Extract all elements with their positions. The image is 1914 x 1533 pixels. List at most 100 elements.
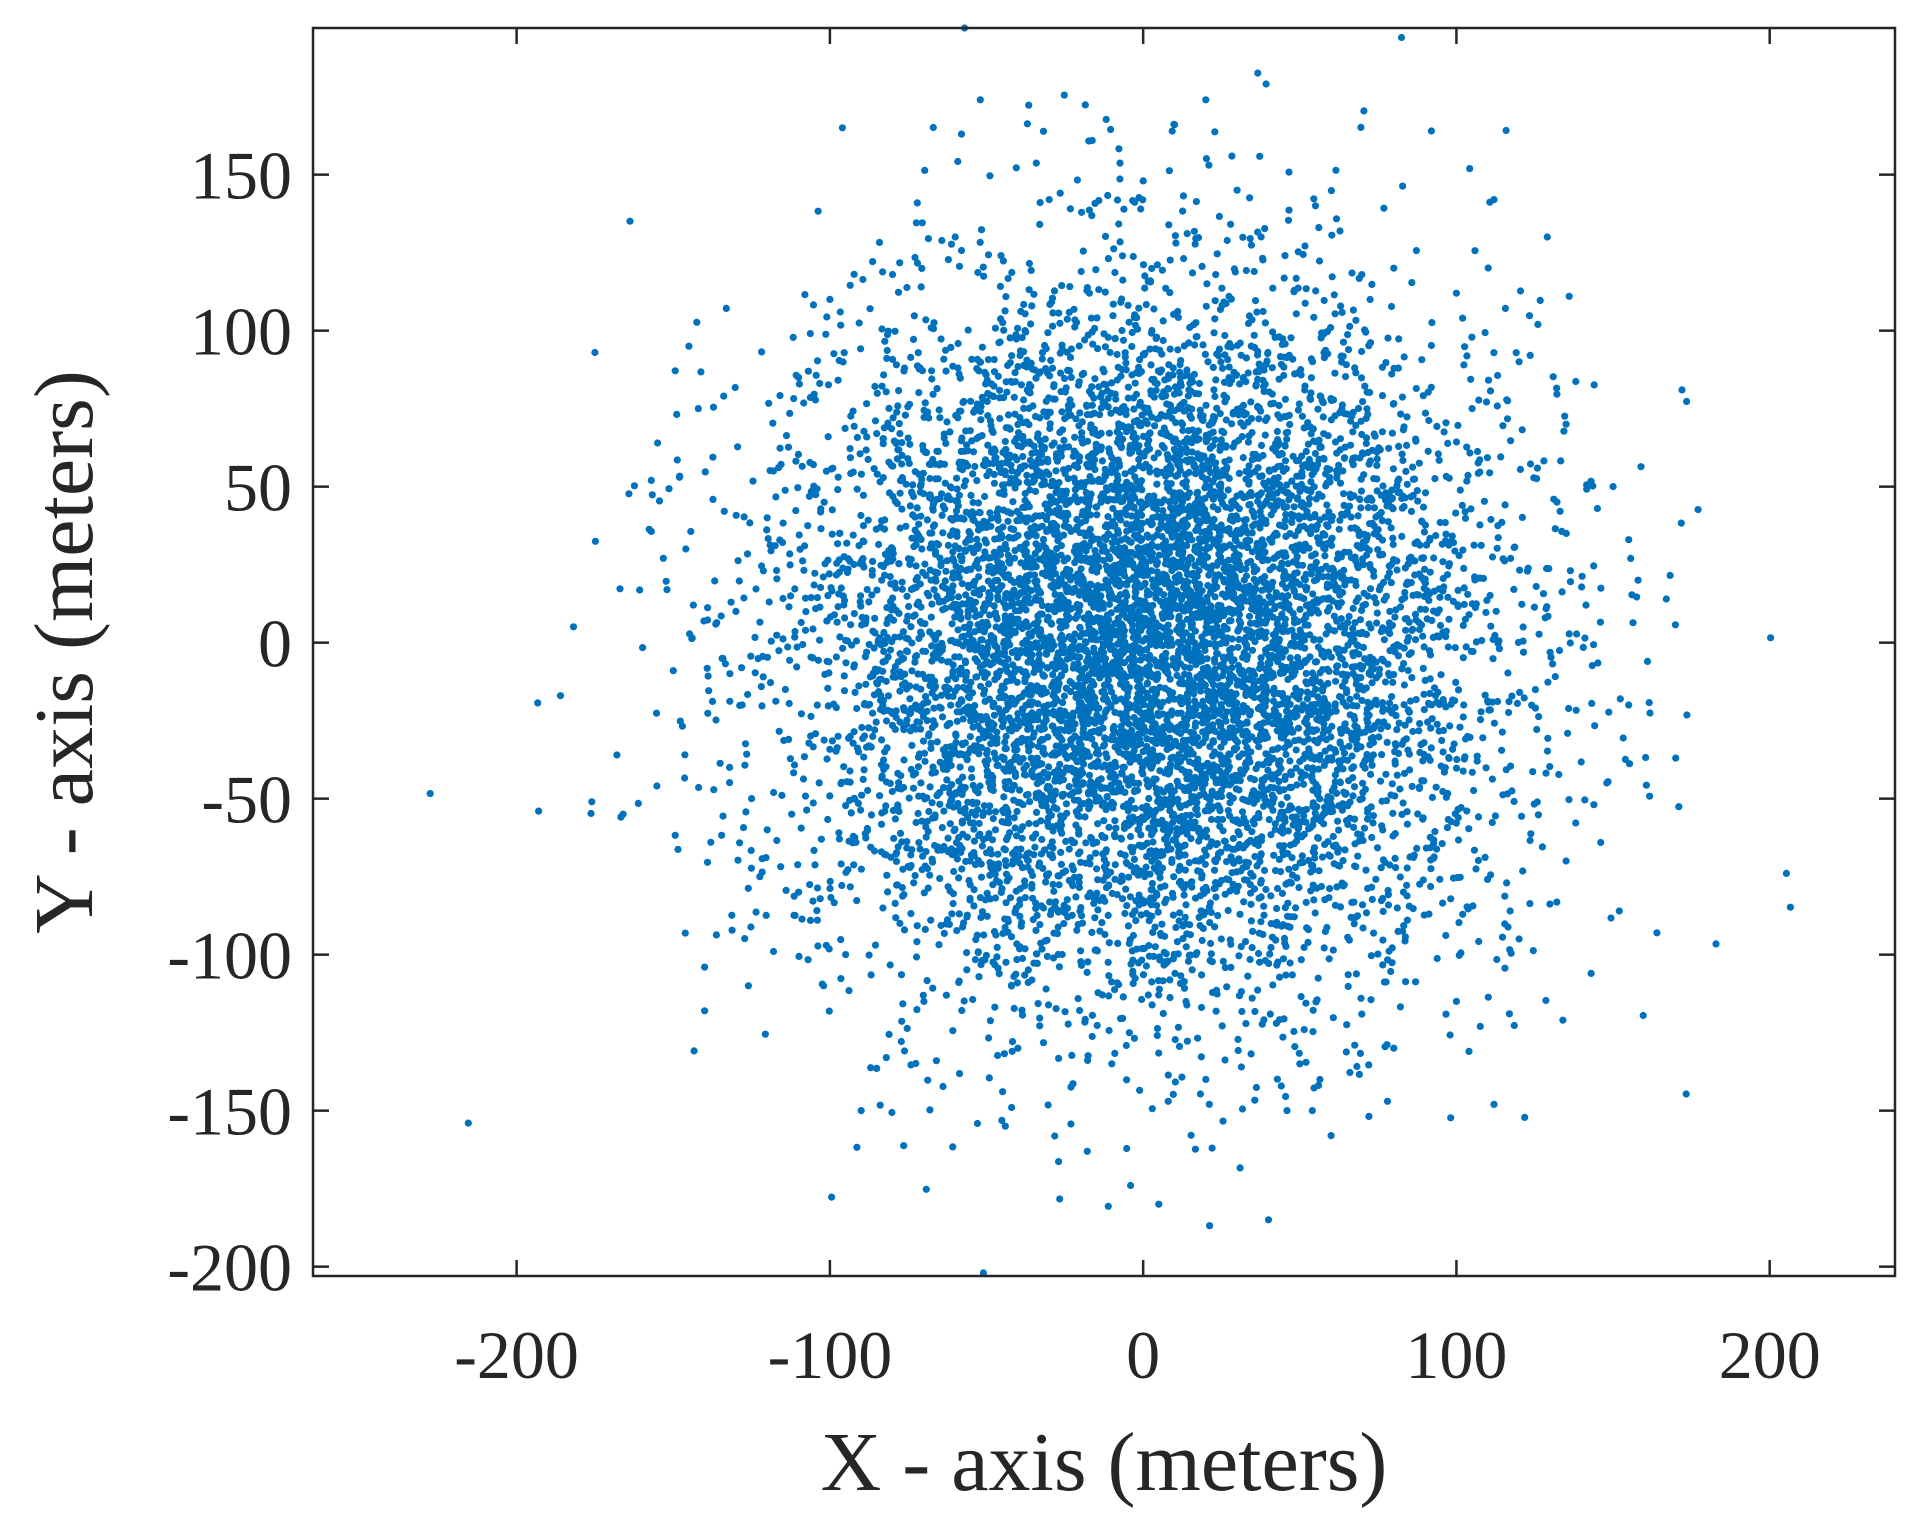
scatter-point — [1075, 883, 1083, 892]
scatter-point — [1546, 900, 1554, 908]
scatter-point — [897, 1037, 905, 1046]
scatter-point — [1266, 950, 1274, 958]
scatter-point — [1175, 1042, 1184, 1050]
scatter-point — [1455, 919, 1463, 927]
scatter-point — [1151, 345, 1160, 353]
scatter-point — [850, 422, 858, 430]
scatter-point — [1039, 864, 1047, 873]
scatter-point — [773, 575, 781, 583]
scatter-point — [1348, 898, 1356, 907]
scatter-point — [847, 809, 855, 817]
scatter-point — [1439, 748, 1447, 756]
scatter-point — [1194, 1034, 1202, 1042]
scatter-point — [1205, 1100, 1213, 1108]
scatter-point — [1358, 696, 1366, 705]
scatter-point — [1025, 101, 1033, 109]
scatter-point — [823, 755, 831, 763]
scatter-point — [833, 559, 841, 567]
scatter-point — [1302, 1058, 1310, 1066]
scatter-point — [739, 824, 748, 832]
scatter-point — [994, 1051, 1002, 1060]
scatter-point — [1105, 939, 1113, 947]
scatter-point — [800, 566, 808, 574]
scatter-point — [956, 374, 964, 382]
scatter-point — [798, 915, 806, 923]
scatter-point — [912, 219, 921, 227]
scatter-point — [923, 516, 932, 524]
scatter-point — [1273, 904, 1281, 913]
scatter-point — [1006, 641, 1014, 649]
scatter-point — [1782, 869, 1790, 878]
scatter-point — [1391, 703, 1399, 712]
scatter-point — [1333, 662, 1341, 671]
scatter-point — [1130, 855, 1138, 864]
scatter-point — [840, 763, 848, 771]
scatter-point — [883, 354, 891, 362]
scatter-point — [1494, 371, 1502, 380]
scatter-point — [878, 736, 886, 744]
scatter-point — [962, 591, 970, 599]
scatter-point — [1365, 1061, 1373, 1069]
scatter-point — [1182, 943, 1190, 951]
scatter-point — [1166, 345, 1174, 353]
scatter-point — [878, 325, 886, 333]
scatter-point — [1147, 361, 1155, 369]
scatter-point — [809, 799, 817, 807]
scatter-point — [1203, 280, 1211, 288]
scatter-point — [1466, 165, 1474, 173]
scatter-point — [1301, 242, 1309, 250]
scatter-point — [1254, 69, 1262, 77]
scatter-point — [763, 526, 771, 534]
scatter-point — [1430, 587, 1438, 595]
scatter-point — [1331, 700, 1339, 708]
scatter-point — [1250, 267, 1258, 276]
scatter-point — [1288, 804, 1296, 812]
scatter-point — [1420, 911, 1428, 919]
scatter-point — [1139, 646, 1147, 654]
scatter-point — [1315, 224, 1323, 232]
scatter-point — [1191, 857, 1199, 865]
scatter-point — [845, 734, 853, 742]
scatter-point — [1379, 907, 1387, 916]
scatter-point — [1276, 787, 1284, 795]
scatter-point — [921, 757, 929, 765]
scatter-point — [929, 984, 937, 992]
scatter-point — [1318, 853, 1327, 861]
scatter-point — [1370, 929, 1378, 937]
scatter-point — [1302, 898, 1310, 907]
scatter-point — [889, 594, 897, 602]
scatter-point — [964, 326, 972, 334]
scatter-point — [726, 697, 734, 705]
scatter-point — [1432, 783, 1440, 791]
scatter-point — [1042, 985, 1050, 993]
scatter-point — [948, 910, 956, 918]
scatter-point — [1178, 881, 1186, 890]
scatter-point — [876, 792, 884, 800]
scatter-point — [1370, 594, 1378, 602]
scatter-point — [947, 240, 956, 248]
scatter-point — [1597, 584, 1605, 592]
scatter-point — [1115, 145, 1123, 153]
scatter-point — [1330, 612, 1338, 620]
scatter-point — [1484, 264, 1492, 272]
scatter-point — [1235, 952, 1243, 960]
scatter-point — [673, 410, 681, 418]
scatter-point — [1352, 970, 1360, 978]
scatter-point — [1261, 380, 1269, 388]
scatter-point — [741, 761, 749, 769]
scatter-point — [835, 835, 844, 843]
scatter-point — [914, 809, 922, 818]
scatter-point — [1247, 1050, 1255, 1058]
scatter-point — [1094, 820, 1102, 828]
scatter-point — [913, 199, 921, 207]
scatter-point — [834, 486, 842, 494]
scatter-point — [1124, 922, 1132, 930]
scatter-point — [869, 709, 877, 717]
scatter-point — [1454, 686, 1463, 694]
scatter-point — [869, 557, 877, 566]
scatter-point — [799, 775, 808, 783]
scatter-point — [1092, 266, 1100, 274]
scatter-point — [1207, 908, 1215, 917]
scatter-point — [856, 450, 864, 458]
scatter-point — [1265, 816, 1273, 824]
